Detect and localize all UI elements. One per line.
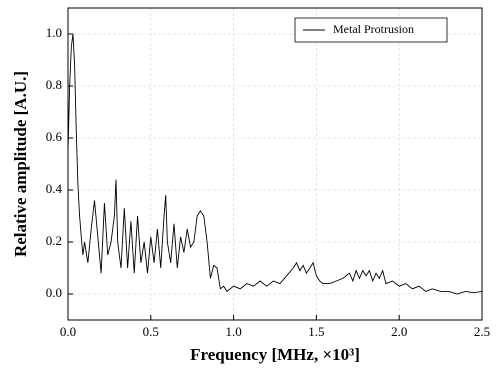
data-line [67,33,483,295]
x-axis-label: Frequency [MHz, ×10³] [190,345,360,364]
x-tick-label: 0.5 [143,324,159,339]
legend-label: Metal Protrusion [333,22,414,36]
x-tick-label: 2.5 [474,324,490,339]
y-tick-label: 1.0 [46,25,62,40]
x-tick-label: 1.0 [225,324,241,339]
x-tick-label: 2.0 [391,324,407,339]
y-tick-label: 0.6 [46,129,63,144]
y-axis-label: Relative amplitude [A.U.] [11,71,30,257]
y-tick-label: 0.4 [46,181,63,196]
x-tick-label: 1.5 [308,324,324,339]
y-tick-label: 0.8 [46,77,62,92]
x-tick-label: 0.0 [60,324,76,339]
y-tick-label: 0.2 [46,233,62,248]
plot-frame [67,7,483,321]
y-tick-label: 0.0 [46,285,62,300]
